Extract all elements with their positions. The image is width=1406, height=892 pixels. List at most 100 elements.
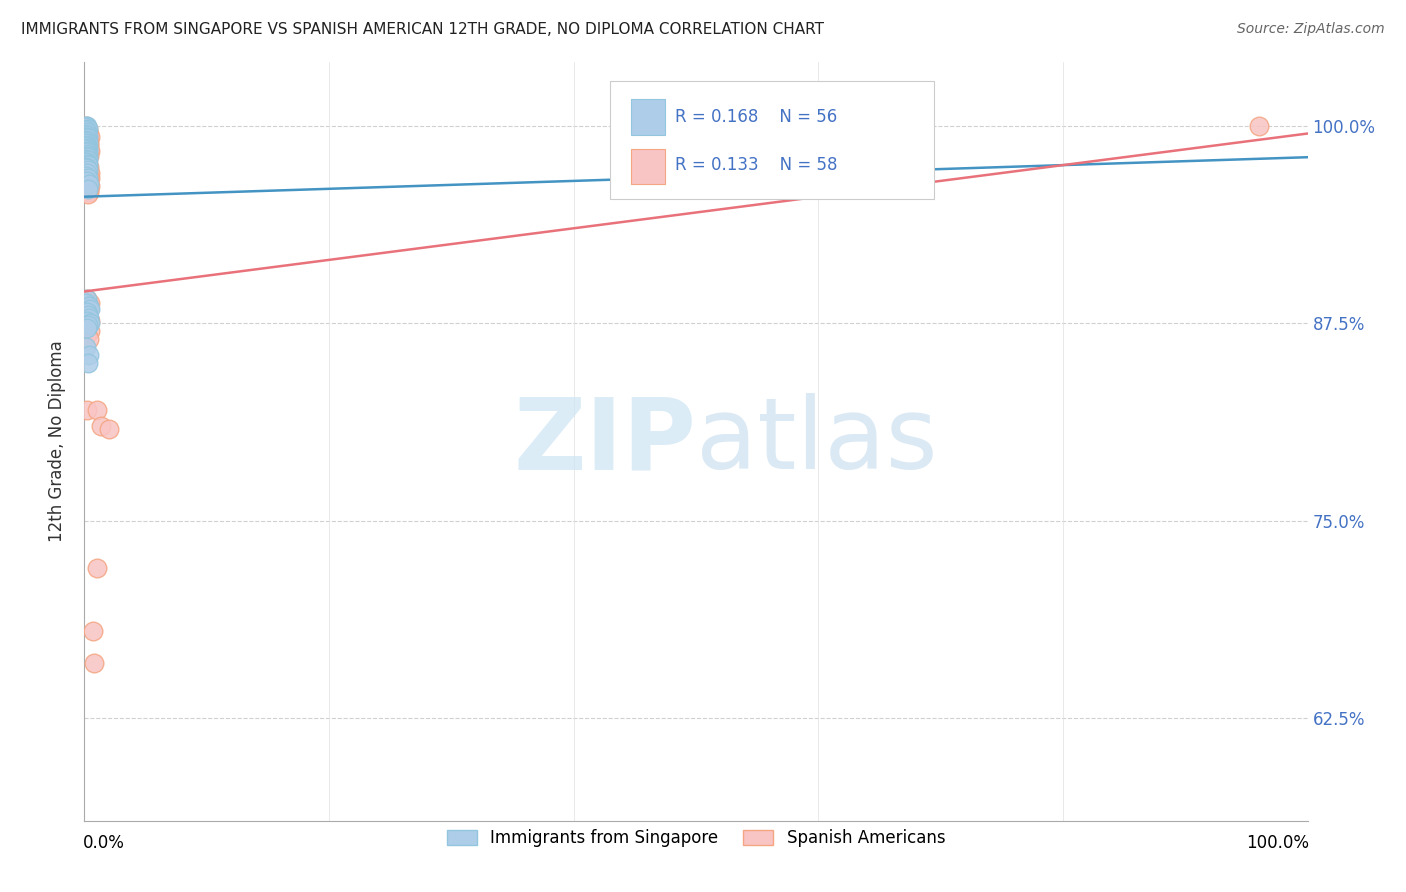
Y-axis label: 12th Grade, No Diploma: 12th Grade, No Diploma — [48, 341, 66, 542]
Text: R = 0.133    N = 58: R = 0.133 N = 58 — [675, 156, 838, 174]
Point — [77, 180, 100, 194]
Point — [75, 136, 97, 150]
Point — [77, 299, 100, 313]
Point — [79, 314, 101, 328]
Point — [75, 148, 97, 162]
Point — [77, 301, 100, 316]
Point — [77, 128, 100, 142]
Point — [75, 139, 97, 153]
Point — [77, 182, 100, 196]
Point — [77, 308, 100, 322]
Point — [77, 162, 100, 177]
Legend: Immigrants from Singapore, Spanish Americans: Immigrants from Singapore, Spanish Ameri… — [440, 822, 952, 854]
Point — [77, 177, 100, 191]
Point — [77, 299, 100, 313]
Point — [76, 133, 98, 147]
Point — [76, 316, 98, 330]
Point — [77, 136, 100, 150]
Point — [79, 144, 101, 158]
Point — [75, 119, 97, 133]
Point — [76, 293, 98, 307]
Point — [77, 318, 100, 332]
Point — [76, 120, 98, 135]
Point — [77, 121, 100, 136]
Bar — [631, 149, 665, 184]
Point — [76, 155, 98, 169]
Point — [76, 403, 98, 417]
Point — [82, 624, 104, 639]
Point — [86, 561, 108, 575]
Point — [77, 311, 100, 326]
Point — [77, 131, 100, 145]
Point — [1247, 119, 1270, 133]
Point — [76, 321, 98, 335]
Point — [76, 174, 98, 188]
Point — [79, 170, 101, 185]
Point — [77, 332, 100, 346]
Point — [77, 135, 100, 149]
Point — [75, 152, 97, 166]
Point — [76, 123, 98, 137]
Point — [77, 127, 100, 141]
Point — [75, 340, 97, 354]
Point — [77, 144, 100, 158]
Text: Source: ZipAtlas.com: Source: ZipAtlas.com — [1237, 22, 1385, 37]
Point — [79, 324, 101, 338]
Bar — [631, 100, 665, 135]
Point — [77, 142, 100, 156]
Point — [76, 314, 98, 328]
Point — [79, 295, 101, 310]
Point — [75, 160, 97, 174]
Point — [75, 129, 97, 144]
Point — [90, 418, 112, 433]
Point — [76, 166, 98, 180]
Point — [76, 131, 98, 145]
Point — [75, 133, 97, 147]
Point — [77, 141, 100, 155]
Point — [75, 123, 97, 137]
Point — [76, 305, 98, 319]
Point — [76, 156, 98, 170]
Point — [76, 168, 98, 182]
Point — [77, 164, 100, 178]
Point — [76, 139, 98, 153]
Point — [77, 160, 100, 174]
Point — [76, 137, 98, 152]
Point — [77, 308, 100, 322]
Point — [77, 136, 100, 150]
Point — [76, 119, 98, 133]
Point — [79, 316, 101, 330]
Point — [76, 141, 98, 155]
Point — [76, 125, 98, 139]
FancyBboxPatch shape — [610, 81, 935, 199]
Point — [77, 185, 100, 199]
Point — [77, 186, 100, 201]
Point — [75, 120, 97, 135]
Point — [77, 148, 100, 162]
Point — [77, 170, 100, 185]
Text: IMMIGRANTS FROM SINGAPORE VS SPANISH AMERICAN 12TH GRADE, NO DIPLOMA CORRELATION: IMMIGRANTS FROM SINGAPORE VS SPANISH AME… — [21, 22, 824, 37]
Point — [77, 137, 100, 152]
Point — [75, 295, 97, 310]
Point — [77, 121, 100, 136]
Point — [76, 161, 98, 176]
Point — [76, 128, 98, 142]
Point — [77, 311, 100, 326]
Point — [79, 178, 101, 193]
Point — [75, 145, 97, 160]
Point — [76, 144, 98, 158]
Point — [76, 327, 98, 342]
Point — [76, 305, 98, 319]
Point — [77, 148, 100, 162]
Point — [86, 403, 108, 417]
Point — [77, 153, 100, 168]
Point — [77, 158, 100, 172]
Point — [75, 127, 97, 141]
Point — [77, 348, 100, 362]
Point — [75, 119, 97, 133]
Point — [76, 293, 98, 307]
Point — [79, 166, 101, 180]
Point — [76, 161, 98, 176]
Point — [77, 319, 100, 334]
Text: 0.0%: 0.0% — [83, 834, 125, 852]
